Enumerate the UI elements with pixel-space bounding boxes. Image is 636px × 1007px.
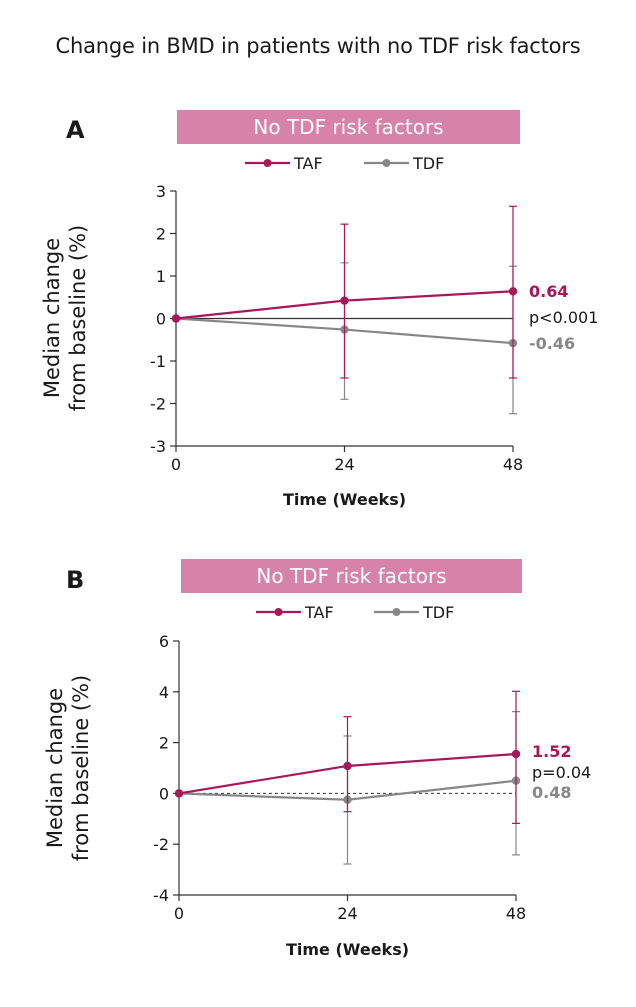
chart-b-legend-label-taf: TAF — [304, 603, 334, 622]
chart-a-taf-point — [508, 287, 518, 296]
chart-b-taf-point — [174, 789, 184, 798]
page-title: Change in BMD in patients with no TDF ri… — [55, 34, 581, 58]
chart-a-y-axis-title-line: Median change — [40, 238, 64, 398]
chart-a-taf-point — [171, 314, 181, 323]
chart-b-y-tick-label: 0 — [159, 784, 169, 803]
chart-b-taf-point — [343, 761, 352, 771]
chart-b-legend-marker-taf — [274, 608, 283, 616]
chart-b-y-tick-label: -4 — [153, 886, 169, 905]
chart-a-x-tick-label: 24 — [334, 455, 354, 474]
chart-b-legend-label-tdf: TDF — [422, 603, 454, 622]
chart-a-x-tick-label: 48 — [503, 455, 523, 474]
chart-b-x-tick-label: 0 — [174, 904, 184, 923]
chart-b-p-value-label: p=0.04 — [532, 763, 591, 782]
chart-b-y-tick-label: 2 — [159, 734, 169, 753]
chart-b-y-axis-title-line: Median change — [43, 688, 67, 848]
panel-letter-a: A — [66, 116, 85, 144]
chart-a-legend-marker-tdf — [382, 159, 391, 167]
chart-a-p-value-label: p<0.001 — [529, 308, 598, 327]
chart-a-taf-end-label: 0.64 — [529, 282, 568, 301]
chart-a-x-axis-title: Time (Weeks) — [283, 490, 406, 509]
chart-a-y-tick-label: 2 — [156, 225, 166, 244]
chart-a-y-tick-label: 1 — [156, 267, 166, 286]
chart-a-y-tick-label: 3 — [156, 182, 166, 201]
chart-b-tdf-end-label: 0.48 — [532, 783, 571, 802]
panel-a-banner-title: No TDF risk factors — [253, 115, 444, 139]
panel-letter-b: B — [66, 566, 85, 594]
panel-b-banner-title: No TDF risk factors — [256, 564, 447, 588]
chart-b-y-tick-label: -2 — [153, 835, 169, 854]
chart-a-y-tick-label: -3 — [150, 437, 166, 456]
chart-b-y-tick-label: 4 — [159, 683, 169, 702]
chart-b-y-tick-label: 6 — [159, 632, 169, 651]
chart-b-x-axis-title: Time (Weeks) — [286, 940, 409, 959]
chart-a-legend-label-taf: TAF — [293, 154, 323, 173]
chart-a-taf-point — [340, 296, 349, 305]
chart-a: 3 2 1 0 -1 -2 -3 0 24 48 Time (Weeks) Median change… — [40, 154, 598, 509]
panel-a-banner: No TDF risk factors — [177, 110, 520, 144]
chart-a-legend-label-tdf: TDF — [412, 154, 444, 173]
chart-b-taf-end-label: 1.52 — [532, 742, 571, 761]
chart-b-taf-point — [511, 749, 521, 759]
chart-a-tdf-end-label: -0.46 — [529, 334, 575, 353]
chart-b-x-tick-label: 48 — [506, 904, 526, 923]
chart-b-legend-marker-tdf — [392, 608, 401, 616]
chart-a-x-tick-label: 0 — [171, 455, 181, 474]
chart-a-y-tick-label: -2 — [150, 395, 166, 414]
panel-b-banner: No TDF risk factors — [181, 559, 522, 593]
chart-b-y-axis-title-line: from baseline (%) — [69, 675, 93, 862]
chart-a-y-tick-label: -1 — [150, 352, 166, 371]
chart-b-x-tick-label: 24 — [337, 904, 357, 923]
chart-a-y-axis-title-line: from baseline (%) — [66, 225, 90, 412]
chart-a-legend-marker-taf — [263, 159, 272, 167]
chart-a-y-tick-label: 0 — [156, 310, 166, 329]
